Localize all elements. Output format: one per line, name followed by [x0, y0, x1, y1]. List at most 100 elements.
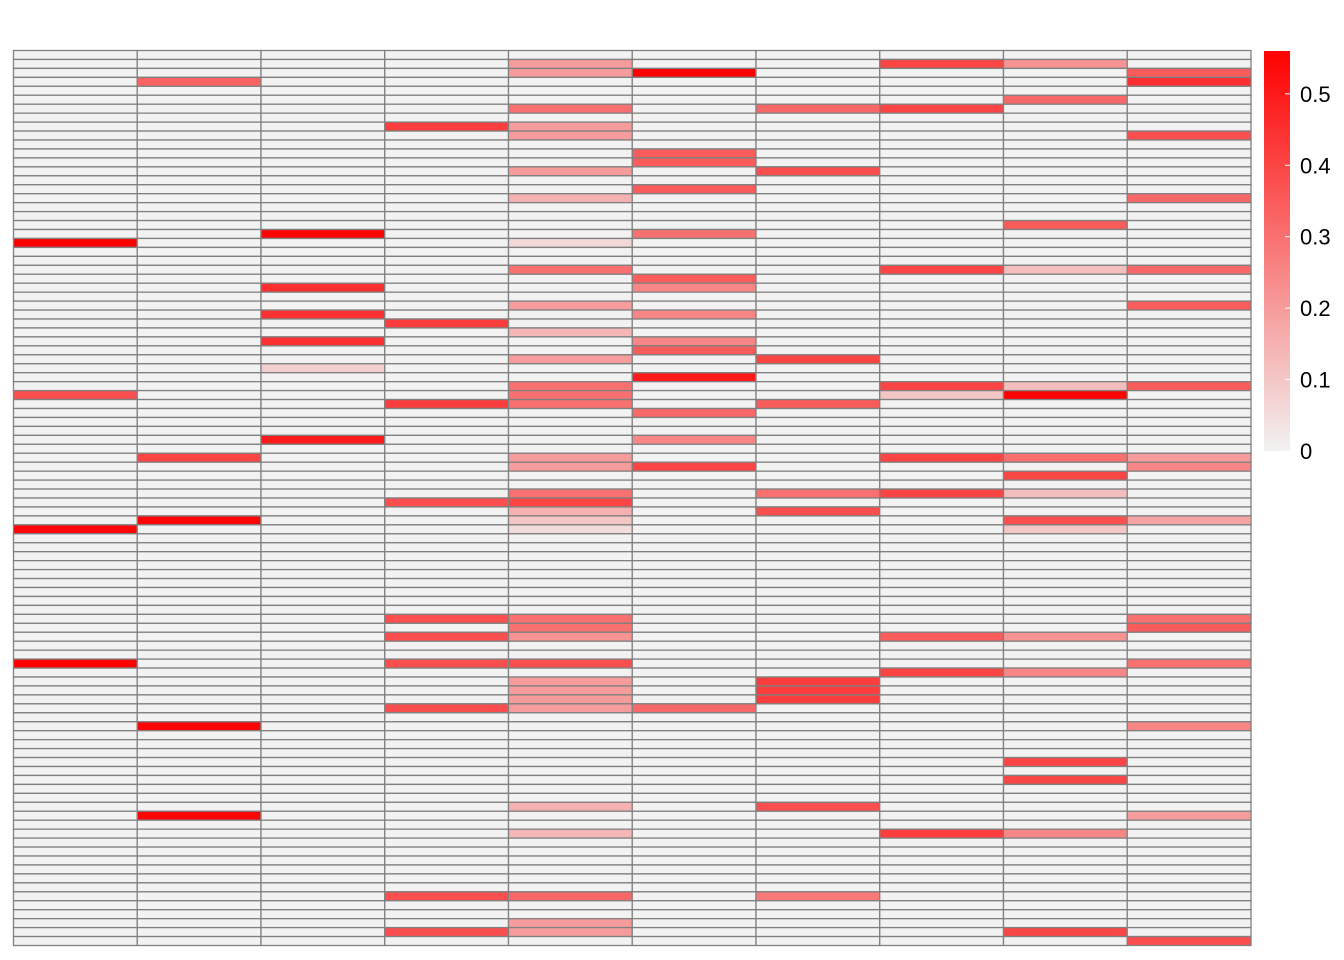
- heatmap-cell: [879, 255, 1005, 266]
- heatmap-cell: [755, 739, 881, 750]
- heatmap-cell: [384, 649, 510, 660]
- heatmap-cell: [631, 551, 757, 562]
- heatmap-cell: [136, 560, 262, 571]
- heatmap-cell: [631, 730, 757, 741]
- heatmap-cell: [136, 345, 262, 356]
- heatmap-cell: [260, 533, 386, 544]
- heatmap-cell: [631, 855, 757, 866]
- heatmap-cell: [507, 873, 633, 884]
- heatmap-cell: [631, 157, 757, 168]
- heatmap-cell: [631, 649, 757, 660]
- heatmap-cell: [136, 309, 262, 320]
- heatmap-cell: [12, 193, 138, 204]
- heatmap-cell: [260, 425, 386, 436]
- heatmap-cell: [879, 219, 1005, 231]
- heatmap-cell: [260, 461, 386, 472]
- heatmap-cell: [260, 300, 386, 311]
- heatmap-cell: [879, 694, 1005, 705]
- heatmap-cell: [260, 586, 386, 598]
- heatmap-cell: [260, 604, 386, 616]
- heatmap-cell: [1002, 157, 1128, 168]
- heatmap-cell: [631, 926, 757, 938]
- heatmap-cell: [755, 560, 881, 571]
- heatmap-cell: [631, 631, 757, 642]
- heatmap-cell: [384, 201, 510, 213]
- heatmap-cell: [631, 273, 757, 284]
- heatmap-cell: [879, 130, 1005, 141]
- heatmap-cell: [136, 219, 262, 231]
- heatmap-cell: [136, 193, 262, 204]
- heatmap-cell: [1126, 935, 1252, 947]
- heatmap-cell: [260, 792, 386, 803]
- heatmap-cell: [136, 497, 262, 508]
- heatmap-cell: [260, 184, 386, 195]
- heatmap-cell: [879, 85, 1005, 96]
- heatmap-cell: [507, 515, 633, 526]
- heatmap-cell: [879, 926, 1005, 938]
- heatmap-cell: [879, 282, 1005, 293]
- heatmap-cell: [631, 103, 757, 114]
- heatmap-cell: [755, 586, 881, 598]
- heatmap-cell: [136, 228, 262, 240]
- heatmap-cell: [755, 918, 881, 929]
- heatmap-cell: [507, 694, 633, 705]
- heatmap-cell: [1002, 882, 1128, 893]
- heatmap-cell: [136, 67, 262, 79]
- heatmap-cell: [12, 246, 138, 257]
- heatmap-cell: [631, 264, 757, 275]
- heatmap-cell: [631, 363, 757, 374]
- heatmap-cell: [507, 855, 633, 866]
- heatmap-cell: [136, 882, 262, 893]
- heatmap-cell: [12, 67, 138, 79]
- heatmap-cell: [260, 470, 386, 481]
- heatmap-cell: [755, 497, 881, 508]
- heatmap-cell: [755, 882, 881, 893]
- heatmap-cell: [631, 667, 757, 678]
- heatmap-cell: [631, 595, 757, 607]
- heatmap-cell: [507, 506, 633, 517]
- heatmap-cell: [136, 855, 262, 866]
- heatmap-cell: [384, 336, 510, 347]
- heatmap-cell: [755, 622, 881, 633]
- heatmap-cell: [631, 67, 757, 79]
- heatmap-cell: [879, 425, 1005, 436]
- heatmap-cell: [879, 291, 1005, 302]
- heatmap-cell: [1126, 586, 1252, 598]
- heatmap-cell: [1126, 640, 1252, 651]
- heatmap-cell: [1002, 515, 1128, 526]
- heatmap-cell: [507, 85, 633, 96]
- heatmap-cell: [1126, 721, 1252, 732]
- heatmap-cell: [507, 380, 633, 392]
- heatmap-cell: [755, 452, 881, 463]
- heatmap-cell: [755, 900, 881, 911]
- heatmap-cell: [1002, 864, 1128, 875]
- heatmap-cell: [136, 148, 262, 159]
- heatmap-cell: [136, 909, 262, 920]
- heatmap-cell: [879, 667, 1005, 678]
- heatmap-cell: [384, 703, 510, 714]
- heatmap-cell: [1126, 730, 1252, 741]
- heatmap-cell: [507, 67, 633, 79]
- heatmap-cell: [260, 542, 386, 553]
- heatmap-cell: [384, 837, 510, 848]
- heatmap-cell: [1126, 649, 1252, 660]
- heatmap-cell: [631, 210, 757, 222]
- heatmap-cell: [1002, 676, 1128, 687]
- heatmap-cell: [507, 112, 633, 123]
- heatmap-cell: [384, 595, 510, 607]
- heatmap-cell: [1002, 801, 1128, 812]
- heatmap-cell: [1002, 721, 1128, 732]
- heatmap-cell: [136, 864, 262, 875]
- heatmap-cell: [260, 891, 386, 902]
- heatmap-cell: [260, 389, 386, 401]
- heatmap-cell: [507, 210, 633, 222]
- heatmap-cell: [507, 774, 633, 786]
- heatmap-cell: [384, 121, 510, 132]
- heatmap-cell: [879, 882, 1005, 893]
- heatmap-cell: [12, 685, 138, 696]
- heatmap-cell: [755, 640, 881, 651]
- heatmap-cell: [136, 900, 262, 911]
- heatmap-cell: [12, 658, 138, 669]
- heatmap-cell: [1002, 416, 1128, 428]
- heatmap-cell: [260, 640, 386, 651]
